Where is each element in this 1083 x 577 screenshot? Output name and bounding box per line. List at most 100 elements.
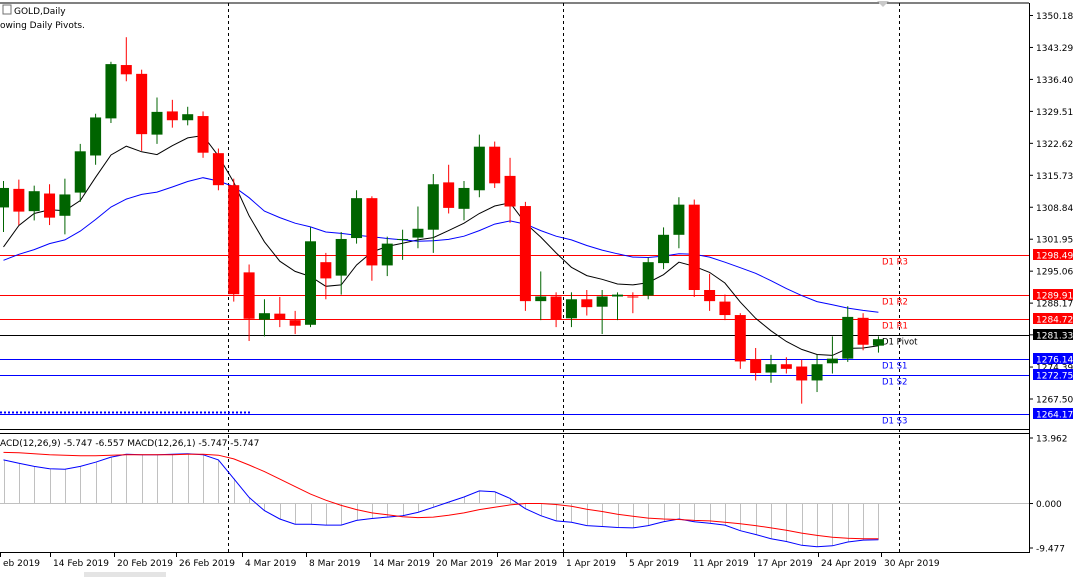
time-tick-label: 26 Feb 2019 — [179, 559, 235, 569]
candle-bear[interactable] — [504, 175, 516, 207]
candle-bear[interactable] — [366, 198, 378, 266]
time-axis: eb 2019 14 Feb 2019 20 Feb 2019 26 Feb 2019… — [0, 553, 940, 569]
price-tag — [1033, 249, 1073, 260]
candle-bull[interactable] — [151, 111, 163, 135]
price-tick-label: 1329.51 — [1036, 108, 1073, 118]
indicator-note: owing Daily Pivots. — [0, 21, 85, 31]
candle-bear[interactable] — [857, 317, 869, 345]
candle-bull[interactable] — [59, 194, 71, 216]
time-tick-label: 24 Apr 2019 — [821, 559, 877, 569]
candle-bear[interactable] — [581, 299, 593, 308]
time-tick-label: 5 Apr 2019 — [629, 559, 679, 569]
candle-bull[interactable] — [412, 228, 424, 238]
time-tick-label: 20 Mar 2019 — [436, 559, 493, 569]
candle-bear[interactable] — [228, 185, 240, 295]
candle-bull[interactable] — [0, 187, 9, 208]
chart-shift-icon[interactable] — [877, 1, 889, 7]
price-tick-label: 1350.18 — [1036, 12, 1073, 22]
candle-bull[interactable] — [565, 299, 577, 319]
candle-bear[interactable] — [274, 313, 286, 320]
moving-average-slow — [3, 177, 879, 313]
candle-bull[interactable] — [28, 191, 40, 212]
time-tick-label: 14 Mar 2019 — [373, 559, 430, 569]
candle-bear[interactable] — [734, 315, 746, 362]
time-tick-label: eb 2019 — [3, 559, 40, 569]
pivot-label: D1 R3 — [882, 258, 908, 268]
candle-bull[interactable] — [535, 296, 547, 302]
price-tick-label: 1322.62 — [1036, 140, 1073, 150]
candle-bull[interactable] — [673, 204, 685, 235]
price-tag — [1033, 289, 1073, 300]
candle-bull[interactable] — [74, 151, 86, 193]
candle-bull[interactable] — [642, 262, 654, 296]
time-tick-label: 30 Apr 2019 — [884, 559, 940, 569]
candle-bear[interactable] — [719, 301, 731, 316]
moving-average-fast — [3, 134, 879, 356]
candle-bull[interactable] — [381, 243, 393, 266]
candle-bull[interactable] — [765, 364, 777, 373]
candle-bull[interactable] — [596, 296, 608, 307]
candle-bear[interactable] — [443, 182, 455, 208]
candle-bull[interactable] — [397, 238, 409, 240]
macd-tick-label: 0.000 — [1036, 500, 1062, 510]
candle-bear[interactable] — [197, 116, 209, 153]
macd-label: ACD(12,26,9) -5.747 -6.557 MACD(12,26,1)… — [0, 439, 259, 449]
price-tag — [1033, 313, 1073, 324]
candle-bull[interactable] — [458, 187, 470, 209]
candle-bear[interactable] — [320, 262, 332, 279]
candle-bull[interactable] — [258, 313, 270, 320]
candle-bull[interactable] — [811, 364, 823, 381]
time-tick-label: 4 Mar 2019 — [245, 559, 297, 569]
candle-bear[interactable] — [627, 296, 639, 298]
pivot-label: D1 R1 — [882, 322, 908, 332]
candle-bear[interactable] — [243, 272, 255, 319]
candle-bear[interactable] — [289, 320, 301, 326]
candle-bear[interactable] — [780, 364, 792, 369]
candle-bear[interactable] — [688, 204, 700, 290]
candle-bear[interactable] — [750, 359, 762, 374]
candle-bull[interactable] — [473, 146, 485, 191]
candle-bull[interactable] — [90, 117, 102, 156]
chart-tab[interactable] — [84, 572, 166, 577]
price-axis: 1350.18 1343.29 1336.40 1329.51 1322.62 1315.… — [1029, 12, 1073, 406]
candle-bear[interactable] — [704, 289, 716, 302]
candle-bull[interactable] — [658, 234, 670, 264]
time-tick-label: 17 Apr 2019 — [757, 559, 813, 569]
candle-bear[interactable] — [13, 188, 25, 212]
candle-bull[interactable] — [872, 339, 884, 346]
price-tag — [1033, 353, 1073, 364]
candle-bear[interactable] — [136, 73, 148, 135]
pivot-label: D1 Pivot — [882, 338, 918, 348]
candle-bull[interactable] — [826, 358, 838, 364]
candle-bull[interactable] — [182, 114, 194, 121]
pivot-lines: D1 R3 D1 R2 D1 R1 D1 Pivot D1 S1 D1 S2 D1 S3 — [0, 255, 1029, 427]
candle-bull[interactable] — [427, 184, 439, 230]
price-tick-label: 1267.50 — [1036, 396, 1073, 406]
candle-bull[interactable] — [351, 198, 363, 239]
candle-bull[interactable] — [612, 294, 623, 297]
candle-bull[interactable] — [842, 316, 854, 359]
time-tick-label: 20 Feb 2019 — [117, 559, 173, 569]
candle-bull[interactable] — [305, 241, 316, 325]
candle-bear[interactable] — [212, 153, 224, 186]
candle-bear[interactable] — [519, 206, 531, 302]
candle-bull[interactable] — [105, 64, 117, 119]
price-tick-label: 1288.17 — [1036, 300, 1073, 310]
price-tag — [1033, 329, 1073, 340]
candles[interactable] — [0, 37, 884, 404]
candle-bear[interactable] — [44, 193, 56, 218]
price-tick-label: 1274.39 — [1036, 364, 1073, 374]
price-tick-label: 1295.06 — [1036, 268, 1073, 278]
macd-tick-label: 13.962 — [1036, 435, 1068, 445]
candle-bull[interactable] — [335, 238, 347, 276]
candle-bear[interactable] — [489, 146, 501, 184]
symbol-title: GOLD,Daily — [14, 7, 66, 17]
candle-bear[interactable] — [120, 65, 132, 75]
candle-bear[interactable] — [166, 111, 178, 121]
time-tick-label: 26 Mar 2019 — [500, 559, 557, 569]
candle-bear[interactable] — [550, 296, 562, 320]
candle-bear[interactable] — [796, 366, 808, 381]
time-tick-label: 14 Feb 2019 — [53, 559, 109, 569]
